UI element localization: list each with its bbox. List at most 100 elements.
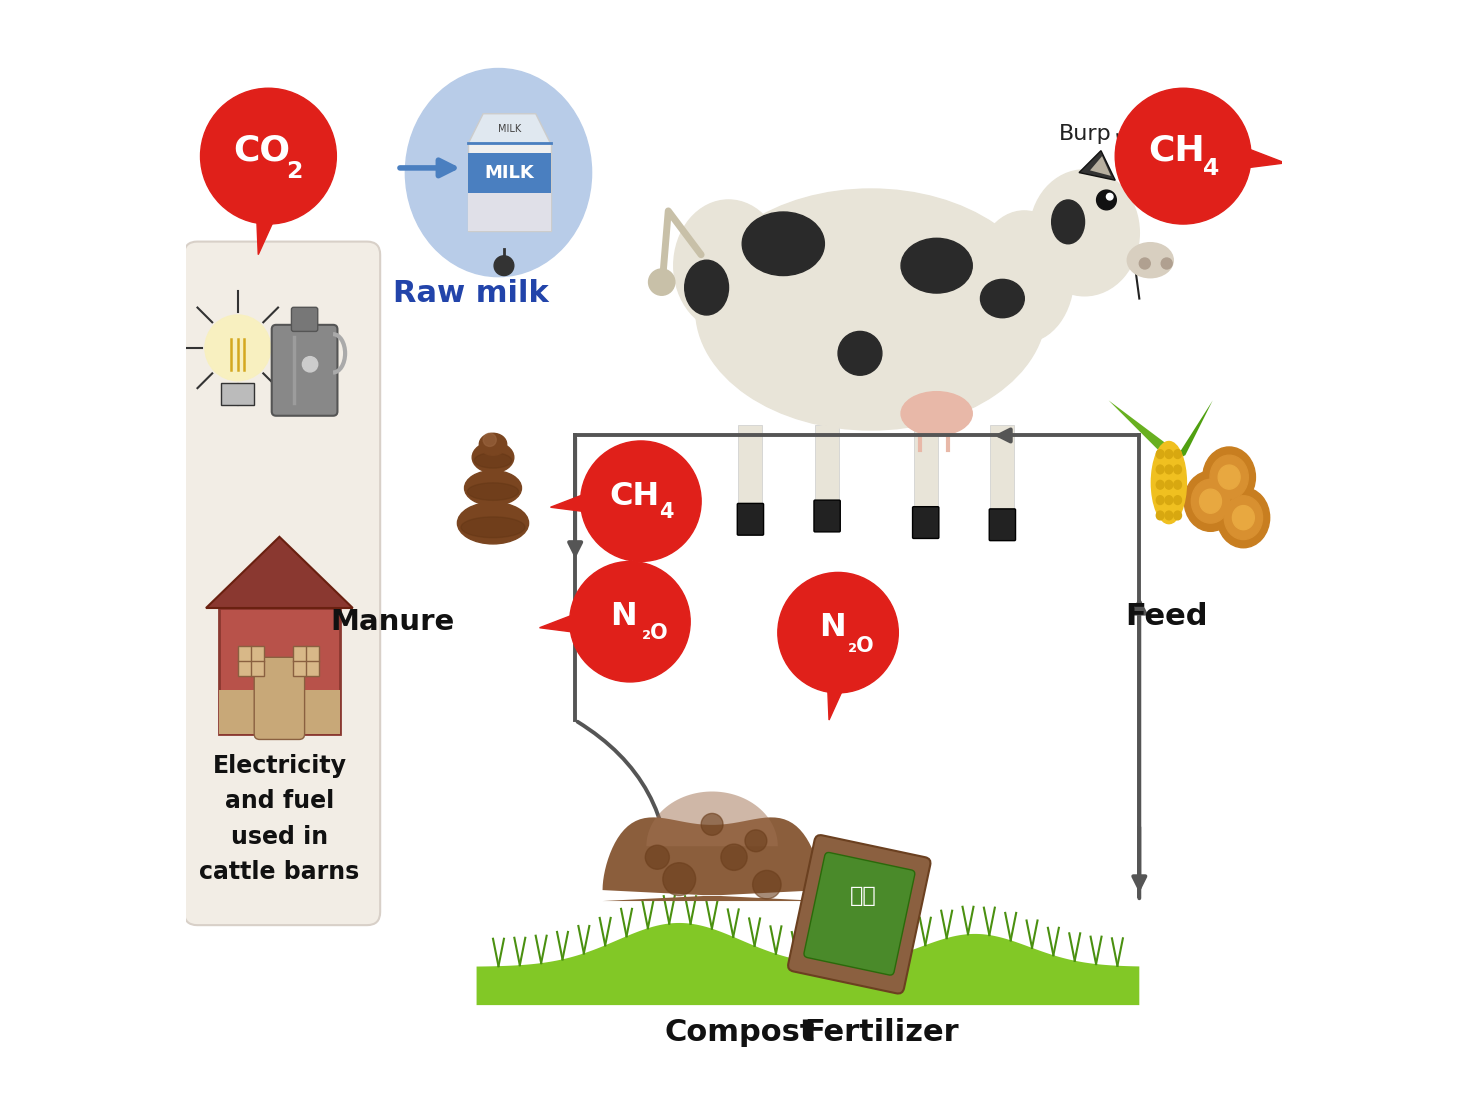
FancyBboxPatch shape [184, 241, 380, 925]
Ellipse shape [461, 516, 526, 537]
Circle shape [1161, 258, 1171, 269]
Circle shape [302, 357, 317, 372]
Text: N: N [819, 612, 846, 643]
Ellipse shape [1218, 465, 1240, 489]
Polygon shape [1079, 151, 1116, 181]
Ellipse shape [1166, 449, 1173, 458]
Circle shape [646, 846, 669, 870]
Polygon shape [1091, 156, 1111, 176]
FancyBboxPatch shape [913, 425, 938, 510]
Ellipse shape [1199, 489, 1221, 513]
Ellipse shape [981, 280, 1025, 318]
Ellipse shape [1174, 480, 1182, 489]
Text: CH: CH [609, 481, 661, 512]
Circle shape [495, 255, 514, 275]
FancyBboxPatch shape [468, 143, 550, 231]
Ellipse shape [467, 483, 518, 500]
FancyBboxPatch shape [991, 425, 1014, 512]
FancyBboxPatch shape [468, 193, 550, 231]
Polygon shape [550, 489, 597, 513]
Polygon shape [1108, 401, 1174, 455]
FancyBboxPatch shape [913, 506, 940, 538]
Text: N: N [611, 601, 637, 632]
Text: Burp: Burp [1060, 124, 1111, 144]
FancyBboxPatch shape [989, 509, 1016, 541]
FancyBboxPatch shape [292, 307, 317, 331]
Ellipse shape [1157, 511, 1164, 520]
Circle shape [649, 269, 675, 295]
Text: Compost: Compost [664, 1018, 815, 1047]
Ellipse shape [975, 211, 1073, 342]
FancyBboxPatch shape [738, 425, 762, 506]
FancyBboxPatch shape [804, 852, 915, 975]
Polygon shape [206, 537, 352, 608]
FancyBboxPatch shape [788, 835, 931, 993]
Ellipse shape [474, 453, 512, 468]
Text: 4: 4 [659, 502, 674, 522]
Circle shape [1107, 194, 1113, 200]
Polygon shape [477, 923, 1139, 1005]
Ellipse shape [674, 200, 784, 331]
Ellipse shape [1174, 449, 1182, 458]
Ellipse shape [1166, 511, 1173, 520]
Text: CO: CO [233, 133, 291, 167]
Ellipse shape [1166, 495, 1173, 504]
Circle shape [581, 442, 702, 562]
Circle shape [483, 434, 496, 446]
Ellipse shape [696, 189, 1047, 430]
Ellipse shape [1029, 170, 1139, 296]
Text: 2: 2 [286, 160, 302, 183]
FancyBboxPatch shape [219, 608, 339, 734]
Text: Feed: Feed [1126, 602, 1208, 631]
Circle shape [201, 88, 336, 225]
Circle shape [721, 844, 747, 871]
Ellipse shape [1157, 480, 1164, 489]
Ellipse shape [1166, 480, 1173, 489]
Ellipse shape [1051, 200, 1085, 243]
FancyBboxPatch shape [737, 503, 763, 535]
Circle shape [570, 562, 690, 682]
Text: Electricity
and fuel
used in
cattle barns: Electricity and fuel used in cattle barn… [200, 754, 360, 884]
Polygon shape [828, 676, 849, 720]
Ellipse shape [1217, 488, 1270, 548]
Ellipse shape [838, 331, 882, 375]
Circle shape [1116, 88, 1251, 225]
Text: Fertilizer: Fertilizer [804, 1018, 959, 1047]
Ellipse shape [684, 260, 728, 315]
Polygon shape [1174, 401, 1213, 460]
Ellipse shape [1157, 465, 1164, 473]
Text: ₂O: ₂O [847, 636, 875, 656]
Ellipse shape [1174, 511, 1182, 520]
Text: MILK: MILK [484, 164, 534, 182]
Circle shape [702, 814, 724, 836]
Circle shape [1097, 190, 1116, 210]
Ellipse shape [1233, 505, 1254, 530]
Ellipse shape [1127, 242, 1173, 277]
Polygon shape [257, 205, 280, 254]
FancyBboxPatch shape [813, 500, 840, 532]
Circle shape [206, 315, 270, 381]
Ellipse shape [743, 212, 825, 275]
Text: ₂O: ₂O [642, 622, 668, 643]
FancyBboxPatch shape [815, 425, 840, 503]
Text: Manure: Manure [330, 608, 455, 635]
Circle shape [662, 863, 696, 895]
Text: Raw milk: Raw milk [393, 279, 549, 307]
Text: MILK: MILK [498, 124, 521, 134]
Ellipse shape [1185, 471, 1238, 532]
Ellipse shape [901, 238, 972, 293]
Ellipse shape [1174, 495, 1182, 504]
Ellipse shape [1157, 495, 1164, 504]
Ellipse shape [1192, 479, 1230, 523]
Polygon shape [646, 792, 778, 847]
Ellipse shape [405, 68, 592, 276]
Ellipse shape [458, 502, 528, 544]
FancyBboxPatch shape [254, 657, 304, 740]
FancyBboxPatch shape [222, 383, 254, 405]
FancyBboxPatch shape [272, 325, 338, 416]
FancyBboxPatch shape [468, 153, 550, 193]
Circle shape [1139, 258, 1151, 269]
Ellipse shape [1151, 442, 1186, 524]
Ellipse shape [464, 470, 521, 505]
Ellipse shape [1174, 465, 1182, 473]
